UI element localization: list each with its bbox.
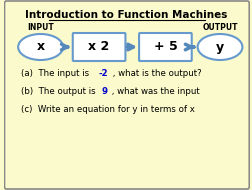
Text: INPUT: INPUT [27, 24, 54, 32]
Text: x: x [36, 40, 44, 54]
Ellipse shape [18, 34, 63, 60]
Ellipse shape [197, 34, 241, 60]
Text: + 5: + 5 [153, 40, 177, 54]
Text: , what is the output?: , what is the output? [109, 70, 201, 78]
Text: y: y [215, 40, 223, 54]
Text: (a)  The input is: (a) The input is [21, 70, 94, 78]
Text: OUTPUT: OUTPUT [201, 24, 237, 32]
Text: , what was the input: , what was the input [108, 88, 199, 97]
Text: (c)  Write an equation for y in terms of x: (c) Write an equation for y in terms of … [21, 105, 194, 115]
FancyBboxPatch shape [5, 1, 248, 189]
FancyBboxPatch shape [73, 33, 125, 61]
Text: (b)  The output is: (b) The output is [21, 88, 101, 97]
Text: 9: 9 [101, 88, 107, 97]
Text: -2: -2 [98, 70, 107, 78]
Text: Introduction to Function Machines: Introduction to Function Machines [25, 10, 227, 20]
Text: x 2: x 2 [88, 40, 109, 54]
FancyBboxPatch shape [139, 33, 191, 61]
